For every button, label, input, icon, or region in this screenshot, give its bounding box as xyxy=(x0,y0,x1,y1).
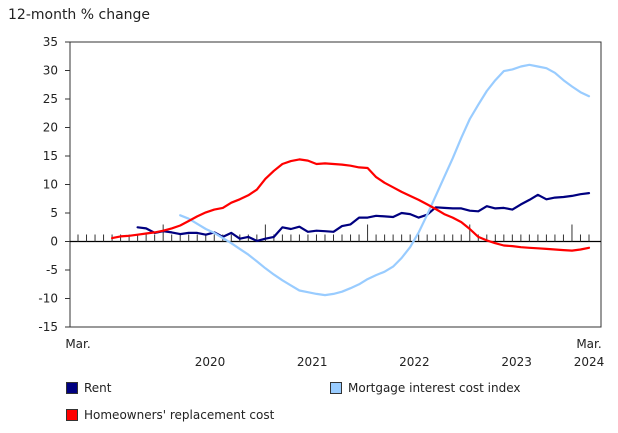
legend-label-replacement-cost: Homeowners' replacement cost xyxy=(84,408,275,422)
y-tick-label: -15 xyxy=(38,320,58,334)
series-line-homeowners-replacement-cost xyxy=(110,158,591,252)
y-tick-label: 10 xyxy=(43,178,58,192)
y-tick-label: 30 xyxy=(43,64,58,78)
y-tick-label: 20 xyxy=(43,121,58,135)
y-tick-label: -10 xyxy=(38,292,58,306)
x-year-label: 2022 xyxy=(399,355,430,369)
y-tick-label: 0 xyxy=(50,235,58,249)
y-tick-label: 15 xyxy=(43,149,58,163)
y-tick-label: 25 xyxy=(43,92,58,106)
legend-item-rent: Rent xyxy=(66,381,112,395)
plot-frame xyxy=(69,41,602,328)
x-year-label: 2023 xyxy=(501,355,532,369)
y-axis: -15 -10 -5 0 5 10 15 20 25 30 35 xyxy=(38,35,70,334)
legend-item-replacement-cost: Homeowners' replacement cost xyxy=(66,408,274,422)
x-year-labels: 2020 2021 2022 2023 2024 xyxy=(195,355,605,369)
series-lines xyxy=(110,63,591,297)
legend-item-mortgage: Mortgage interest cost index xyxy=(330,381,521,395)
series-line-mortgage-interest-cost-index xyxy=(179,63,591,297)
legend-swatch-rent xyxy=(66,382,78,394)
x-year-label: 2021 xyxy=(297,355,328,369)
y-tick-label: 5 xyxy=(50,206,58,220)
legend-label-rent: Rent xyxy=(84,381,112,395)
legend-swatch-replacement-cost xyxy=(66,409,78,421)
legend-label-mortgage: Mortgage interest cost index xyxy=(348,381,521,395)
x-year-label: 2020 xyxy=(195,355,226,369)
x-end-month-label: Mar. xyxy=(576,337,601,351)
y-tick-label: 35 xyxy=(43,35,58,49)
y-tick-label: -5 xyxy=(46,263,58,277)
y-axis-title: 12-month % change xyxy=(8,7,150,23)
x-start-month-label: Mar. xyxy=(65,337,90,351)
legend-swatch-mortgage xyxy=(330,382,342,394)
series-line-rent xyxy=(136,192,591,242)
x-year-label: 2024 xyxy=(574,355,605,369)
